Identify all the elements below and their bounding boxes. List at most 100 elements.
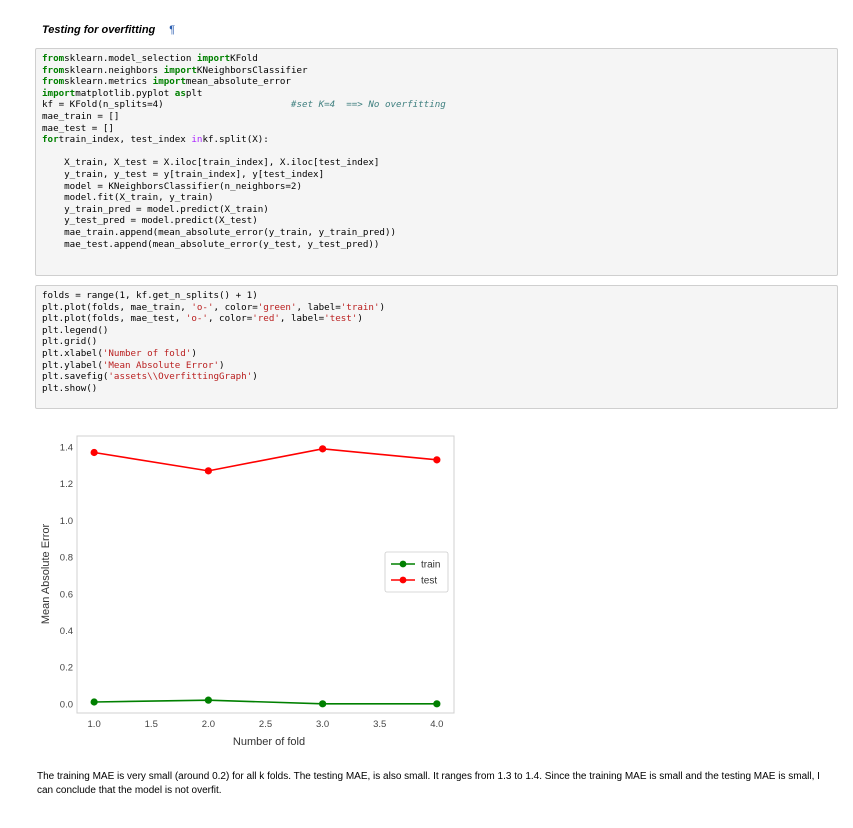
code-token: 'test' — [324, 313, 358, 325]
markdown-heading: Testing for overfitting ¶ — [42, 24, 175, 36]
code-token: mean_absolute_error — [185, 76, 291, 88]
y-tick-label: 0.6 — [60, 589, 73, 600]
code-token: from — [42, 53, 65, 64]
code-token: KNeighborsClassifier — [196, 64, 308, 76]
code-line: fromsklearn.model_selection importKFold — [42, 53, 831, 65]
code-token: from — [42, 64, 65, 76]
code-token: KFold — [230, 53, 258, 64]
code-token: ) — [357, 313, 363, 325]
code-line: model = KNeighborsClassifier(n_neighbors… — [42, 181, 831, 193]
data-point-test — [433, 456, 441, 464]
code-line: y_train_pred = model.predict(X_train) — [42, 204, 831, 216]
code-token: ) — [252, 371, 258, 383]
code-token: folds = range(1, kf.get_n_splits() + 1) — [42, 290, 258, 301]
code-token: kf.split(X): — [202, 134, 269, 146]
x-tick-label: 2.0 — [202, 719, 215, 730]
x-tick-label: 3.5 — [373, 719, 386, 730]
code-line: mae_train = [] — [42, 111, 831, 123]
x-tick-label: 3.0 — [316, 719, 329, 730]
code-line: plt.xlabel('Number of fold') — [42, 348, 831, 360]
x-tick-label: 1.5 — [145, 719, 158, 730]
legend-train-marker — [399, 560, 407, 568]
code-line: mae_test = [] — [42, 123, 831, 135]
code-token: plt.xlabel( — [42, 347, 103, 359]
chart-svg: 0.0 0.2 0.4 0.6 0.8 1.0 1.2 1.4 1.0 1.5 2.0 2.5 3.0… — [40, 435, 455, 748]
code-token: 'Mean Absolute Error' — [102, 359, 220, 371]
code-token: 'assets\\OverfittingGraph' — [108, 371, 253, 383]
code-token: plt.ylabel( — [42, 359, 103, 371]
code-line: folds = range(1, kf.get_n_splits() + 1) — [42, 290, 831, 302]
code-token: plt.plot(folds, mae_train, — [42, 301, 192, 313]
data-point-test — [319, 445, 327, 453]
code-token: sklearn.neighbors — [64, 64, 164, 76]
code-token: matplotlib.pyplot — [75, 87, 175, 99]
code-token: plt.plot(folds, mae_test, — [42, 313, 186, 325]
code-token: y_test_pred = model.predict(X_test) — [42, 215, 258, 227]
code-token: model = KNeighborsClassifier(n_neighbors… — [42, 180, 302, 192]
code-line — [42, 146, 831, 158]
code-token: in — [191, 134, 203, 146]
series-line-test — [94, 448, 437, 472]
data-point-train — [90, 698, 98, 706]
legend-box — [384, 551, 449, 593]
data-point-test — [204, 467, 212, 475]
code-line: plt.legend() — [42, 325, 831, 337]
x-tick-label: 2.5 — [259, 719, 272, 730]
data-point-train — [204, 696, 212, 704]
legend-test-label: test — [421, 576, 437, 587]
code-line: plt.plot(folds, mae_train, 'o-', color='… — [42, 302, 831, 314]
code-token: #set K=4 ==> No overfitting — [290, 99, 446, 111]
code-cell-1[interactable]: fromsklearn.model_selection importKFold f… — [35, 48, 838, 276]
code-token: 'train' — [340, 301, 380, 313]
code-line: X_train, X_test = X.iloc[train_index], X… — [42, 157, 831, 169]
overfitting-chart: 0.0 0.2 0.4 0.6 0.8 1.0 1.2 1.4 1.0 1.5 2.0 2.5 3.0… — [30, 428, 470, 753]
y-tick-label: 0.8 — [60, 553, 73, 564]
code-token: 'red' — [252, 313, 280, 325]
code-token: import — [152, 76, 186, 88]
code-token: model.fit(X_train, y_train) — [42, 192, 214, 204]
legend: train test — [384, 551, 449, 593]
data-point-train — [319, 700, 327, 708]
code-line: plt.show() — [42, 383, 831, 395]
code-line: fromsklearn.metrics importmean_absolute_… — [42, 76, 831, 88]
code-token: for — [42, 134, 59, 146]
code-line: plt.grid() — [42, 336, 831, 348]
code-token: ) — [191, 347, 197, 359]
x-tick-label: 1.0 — [88, 719, 101, 730]
y-axis-label: Mean Absolute Error — [40, 524, 52, 625]
y-tick-label: 0.4 — [60, 626, 73, 637]
code-token: as — [174, 87, 186, 99]
code-token: sklearn.metrics — [64, 76, 153, 88]
code-token: 'green' — [257, 301, 297, 313]
code-line: plt.ylabel('Mean Absolute Error') — [42, 360, 831, 372]
code-token: mae_train = [] — [42, 110, 120, 122]
code-token: import — [163, 64, 197, 76]
anchor-link-icon[interactable]: ¶ — [169, 24, 176, 36]
code-token: plt.legend() — [42, 324, 109, 336]
data-point-test — [90, 448, 98, 457]
code-token: from — [42, 76, 65, 88]
code-line: plt.plot(folds, mae_test, 'o-', color='r… — [42, 313, 831, 325]
code-cell-2[interactable]: folds = range(1, kf.get_n_splits() + 1) p… — [35, 285, 838, 409]
y-tick-label: 1.4 — [60, 443, 73, 454]
code-line: model.fit(X_train, y_train) — [42, 192, 831, 204]
code-line: fortrain_index, test_index inkf.split(X)… — [42, 134, 831, 146]
code-line: mae_test.append(mean_absolute_error(y_te… — [42, 239, 831, 251]
y-tick-label: 0.0 — [60, 699, 73, 710]
code-token: plt.grid() — [42, 336, 98, 348]
code-token: , color= — [213, 301, 258, 313]
x-tick-label: 4.0 — [430, 719, 443, 730]
y-tick-label: 0.2 — [60, 663, 73, 674]
y-tick-label: 1.0 — [60, 516, 73, 527]
code-token: mae_test.append(mean_absolute_error(y_te… — [42, 238, 380, 250]
code-token: , label= — [296, 301, 341, 313]
code-line: kf = KFold(n_splits=4) #set K=4 ==> No o… — [42, 99, 831, 111]
code-token: mae_train.append(mean_absolute_error(y_t… — [42, 226, 397, 238]
code-token: sklearn.model_selection — [64, 53, 197, 64]
code-token: y_train, y_test = y[train_index], y[test… — [42, 168, 325, 180]
code-line: mae_train.append(mean_absolute_error(y_t… — [42, 227, 831, 239]
code-token: train_index, test_index — [58, 134, 192, 146]
x-axis-label: Number of fold — [233, 736, 305, 748]
code-token: plt.savefig( — [42, 371, 109, 383]
series-line-train — [94, 699, 437, 705]
